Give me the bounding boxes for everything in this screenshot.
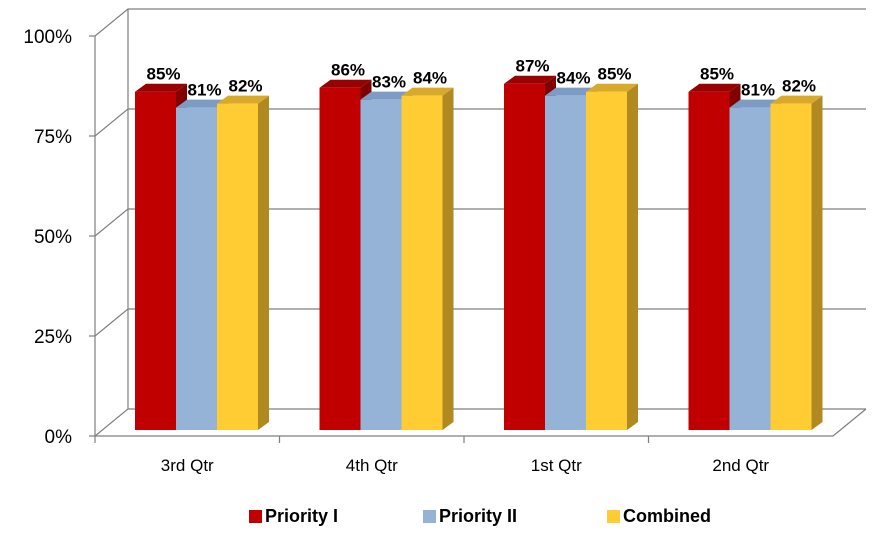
legend-label: Combined <box>623 506 711 526</box>
data-label: 85% <box>700 65 734 84</box>
axes: 0% 25% 50% 75% 100% 3rd Qtr 4th Qtr 1st Qtr 2nd … <box>23 9 867 475</box>
x-category-label: 3rd Qtr <box>161 456 214 475</box>
x-category-label: 4th Qtr <box>346 456 398 475</box>
y-tick-label: 75% <box>34 127 72 148</box>
y-tick-label: 25% <box>34 327 72 348</box>
legend-item: Combined <box>607 506 711 526</box>
legend-swatch <box>423 510 436 523</box>
bar <box>770 95 823 430</box>
data-label: 83% <box>372 73 406 92</box>
legend-item: Priority II <box>423 506 517 526</box>
legend-label: Priority II <box>439 506 517 526</box>
floor-right-edge <box>832 408 867 437</box>
data-label: 86% <box>331 61 365 80</box>
bar <box>217 95 269 430</box>
legend-swatch <box>607 510 620 523</box>
data-label: 82% <box>782 77 816 96</box>
gridline <box>94 8 866 37</box>
data-label: 81% <box>187 81 221 100</box>
y-tick-label: 50% <box>34 227 72 248</box>
bar <box>586 83 638 430</box>
y-tick-label: 0% <box>45 427 73 448</box>
legend-label: Priority I <box>265 506 338 526</box>
data-label: 84% <box>413 69 447 88</box>
bars <box>135 75 823 431</box>
legend-item: Priority I <box>249 506 338 526</box>
data-label: 84% <box>556 69 590 88</box>
y-tick-label: 100% <box>23 27 72 48</box>
x-category-label: 2nd Qtr <box>712 456 769 475</box>
data-label: 87% <box>515 57 549 76</box>
data-label: 85% <box>146 65 180 84</box>
data-labels: 85% 81% 82% 86% 83% 84% 87% 84% 85% 85% 81% 82% <box>146 57 816 100</box>
data-label: 85% <box>597 65 631 84</box>
legend: Priority I Priority II Combined <box>249 506 711 526</box>
legend-swatch <box>249 510 262 523</box>
bar <box>401 87 454 431</box>
data-label: 81% <box>741 81 775 100</box>
data-label: 82% <box>228 77 262 96</box>
x-category-label: 1st Qtr <box>531 456 582 475</box>
